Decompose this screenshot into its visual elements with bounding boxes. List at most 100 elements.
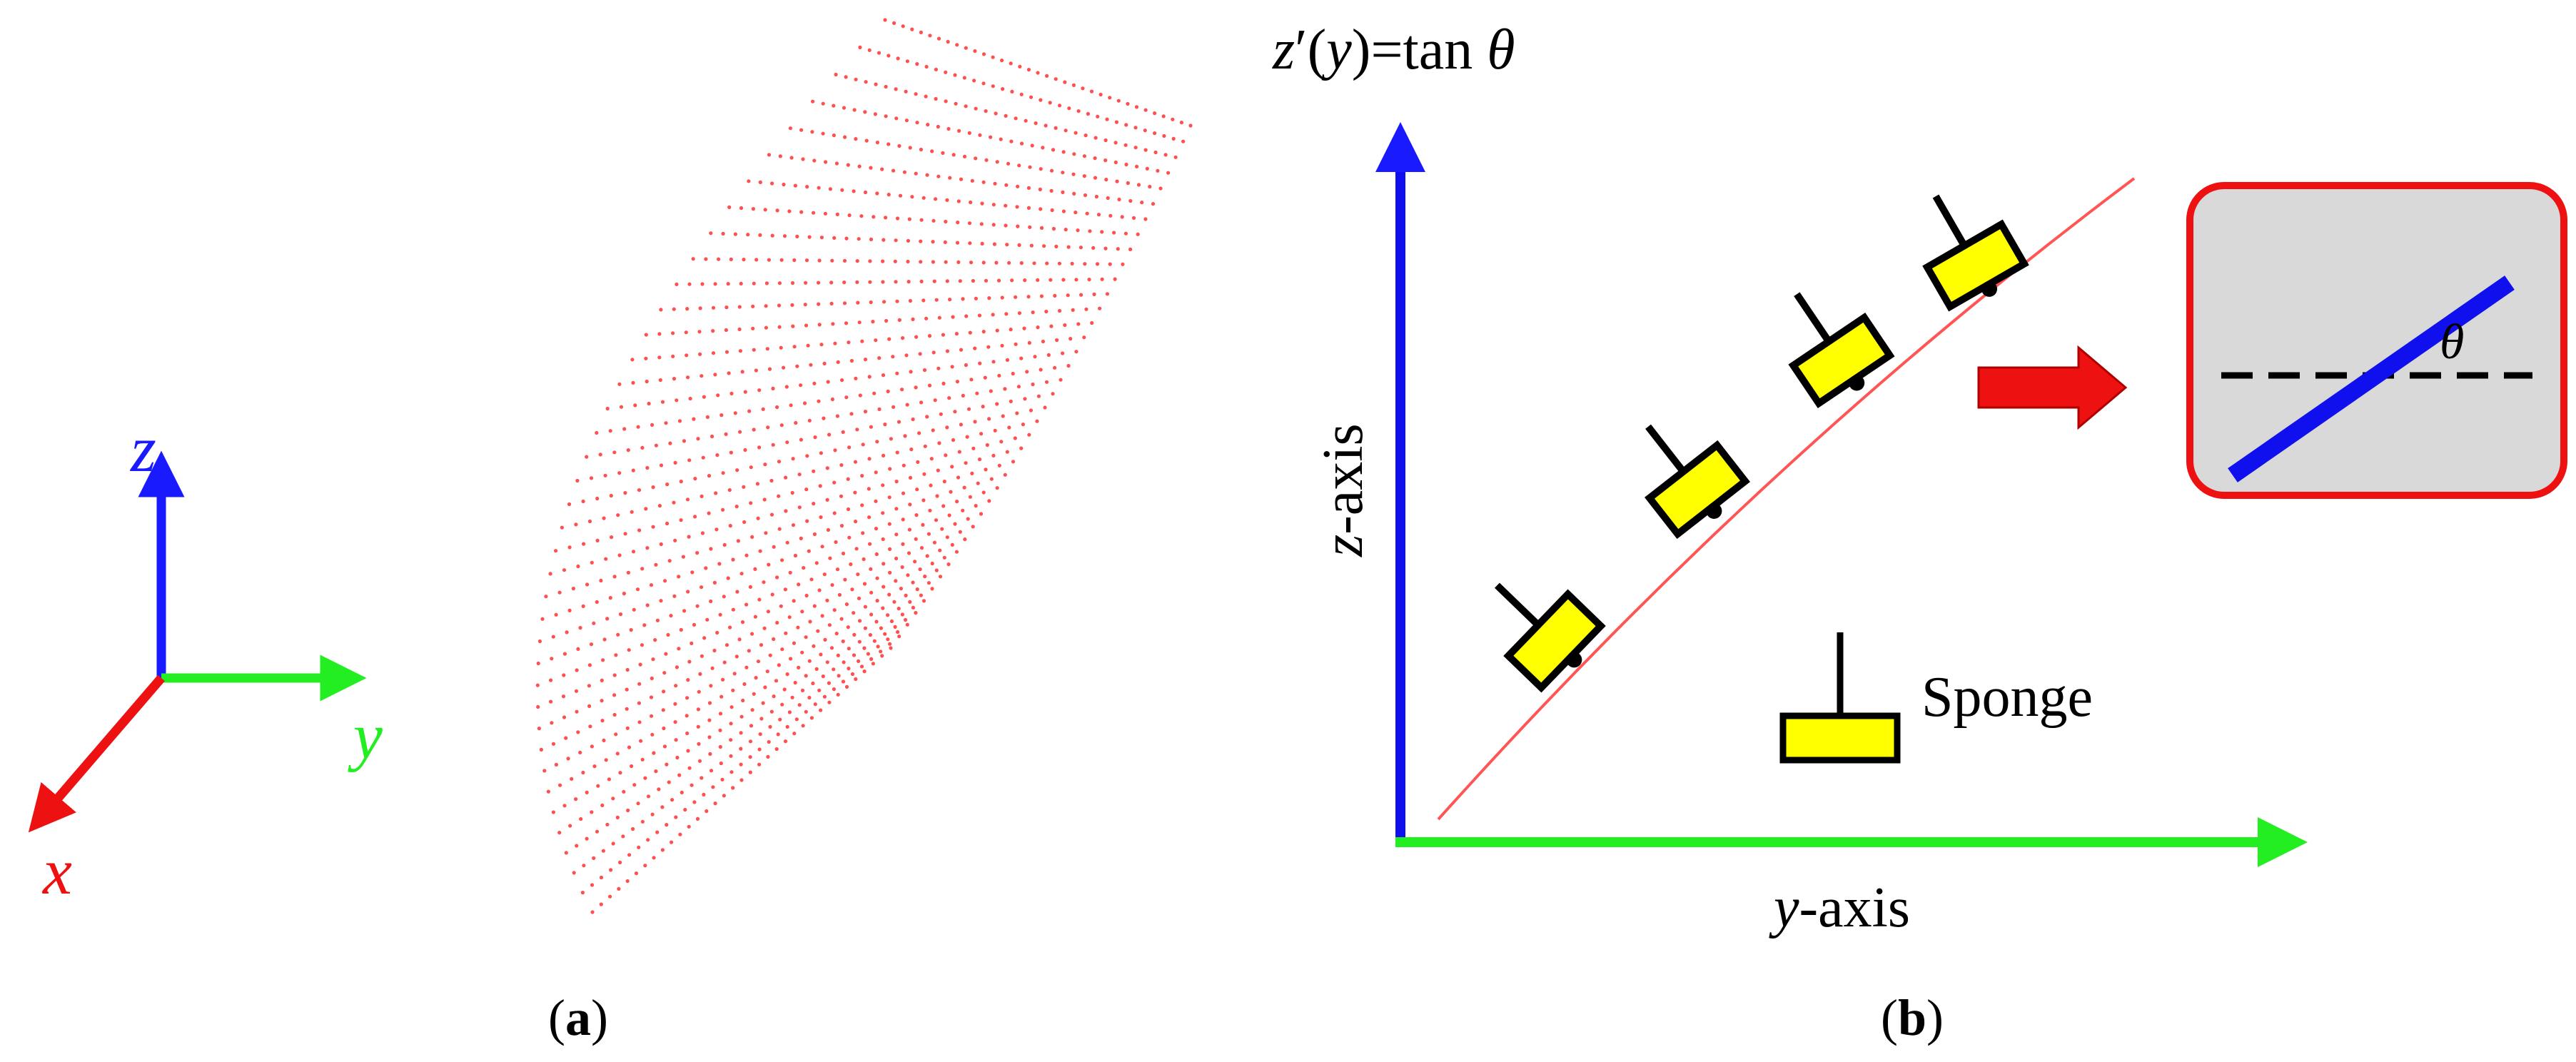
point bbox=[886, 389, 890, 394]
point bbox=[705, 617, 709, 622]
point bbox=[549, 699, 553, 704]
point bbox=[989, 477, 994, 481]
point bbox=[863, 605, 867, 609]
point bbox=[818, 484, 822, 488]
point bbox=[765, 669, 769, 674]
point bbox=[732, 672, 737, 676]
point bbox=[913, 560, 917, 564]
point bbox=[1124, 162, 1128, 167]
point bbox=[977, 457, 982, 462]
point bbox=[904, 89, 908, 93]
point bbox=[979, 222, 984, 226]
point bbox=[699, 585, 704, 590]
point bbox=[755, 482, 759, 486]
point bbox=[626, 808, 630, 813]
point bbox=[997, 373, 1001, 378]
point bbox=[826, 527, 830, 532]
point bbox=[662, 744, 667, 749]
point bbox=[834, 72, 838, 77]
point bbox=[697, 689, 701, 694]
point bbox=[999, 137, 1003, 141]
point bbox=[551, 810, 556, 814]
point bbox=[702, 636, 707, 640]
point bbox=[672, 500, 676, 505]
point bbox=[919, 260, 923, 264]
point bbox=[817, 588, 822, 592]
point bbox=[657, 332, 662, 336]
point bbox=[941, 333, 945, 337]
point bbox=[794, 717, 799, 722]
point bbox=[854, 547, 859, 551]
point bbox=[904, 353, 909, 358]
point bbox=[617, 382, 622, 386]
point bbox=[1072, 191, 1076, 196]
point bbox=[782, 182, 786, 187]
point bbox=[817, 302, 821, 306]
point bbox=[807, 549, 811, 553]
point bbox=[1083, 193, 1088, 198]
point bbox=[825, 466, 829, 470]
point bbox=[973, 49, 977, 54]
point bbox=[1004, 203, 1008, 208]
point bbox=[643, 776, 647, 780]
point bbox=[652, 751, 656, 755]
point bbox=[914, 513, 919, 517]
point bbox=[842, 660, 846, 664]
point bbox=[887, 592, 892, 597]
point bbox=[1030, 143, 1034, 148]
point bbox=[844, 684, 849, 689]
point bbox=[1103, 138, 1108, 143]
point bbox=[825, 660, 829, 664]
point bbox=[1017, 163, 1021, 168]
point bbox=[991, 360, 996, 364]
point bbox=[647, 401, 651, 406]
point bbox=[1161, 114, 1166, 118]
point bbox=[1071, 172, 1076, 176]
point bbox=[895, 371, 899, 375]
point bbox=[807, 695, 812, 700]
point bbox=[659, 542, 663, 547]
point bbox=[782, 365, 786, 370]
point bbox=[981, 180, 986, 184]
point bbox=[1049, 188, 1054, 193]
point bbox=[581, 499, 585, 504]
point bbox=[638, 662, 642, 667]
point bbox=[826, 380, 830, 384]
point bbox=[1173, 155, 1178, 159]
sponge-legend-pad bbox=[1779, 712, 1901, 764]
point bbox=[1126, 181, 1130, 186]
point bbox=[667, 559, 672, 563]
point bbox=[748, 770, 752, 774]
point bbox=[1084, 133, 1088, 138]
point bbox=[955, 380, 959, 384]
point bbox=[967, 131, 971, 135]
point bbox=[587, 684, 592, 688]
point bbox=[1108, 262, 1112, 266]
point bbox=[972, 79, 976, 83]
point bbox=[964, 46, 968, 50]
point bbox=[847, 213, 852, 218]
point bbox=[996, 278, 1001, 283]
point bbox=[711, 351, 716, 355]
point bbox=[734, 505, 739, 509]
point bbox=[1067, 106, 1071, 111]
point bbox=[832, 480, 837, 485]
point bbox=[841, 639, 845, 644]
point bbox=[875, 141, 879, 145]
point bbox=[889, 437, 893, 441]
point bbox=[675, 755, 680, 760]
point bbox=[812, 469, 816, 473]
point bbox=[640, 819, 645, 824]
point bbox=[889, 619, 894, 624]
point bbox=[874, 499, 878, 503]
point bbox=[695, 551, 699, 555]
point bbox=[862, 582, 867, 586]
point bbox=[810, 130, 814, 134]
point bbox=[709, 547, 713, 551]
point bbox=[861, 531, 865, 535]
point bbox=[611, 841, 615, 846]
point bbox=[731, 786, 735, 790]
point bbox=[839, 463, 844, 467]
point bbox=[671, 331, 675, 335]
point bbox=[830, 258, 834, 263]
